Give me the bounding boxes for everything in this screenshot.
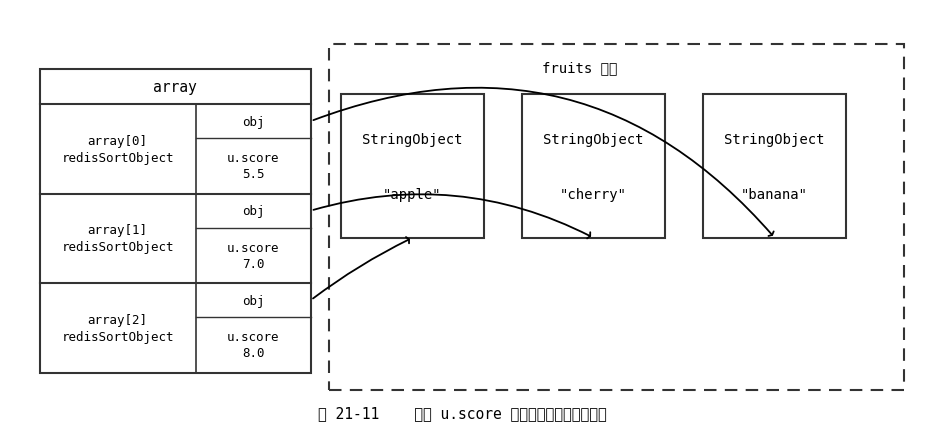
Text: fruits 集合: fruits 集合: [542, 61, 617, 75]
Text: "apple": "apple": [383, 187, 442, 201]
Text: array[1]
redisSortObject: array[1] redisSortObject: [61, 224, 174, 254]
Bar: [703, 95, 845, 238]
Text: u.score
5.5: u.score 5.5: [227, 152, 279, 181]
Bar: [40, 70, 311, 373]
Bar: [523, 95, 665, 238]
Text: StringObject: StringObject: [363, 132, 462, 147]
Text: array[0]
redisSortObject: array[0] redisSortObject: [61, 135, 174, 164]
Text: obj: obj: [242, 115, 265, 128]
Bar: [341, 95, 484, 238]
Text: obj: obj: [242, 204, 265, 218]
Text: array: array: [154, 80, 197, 95]
Text: "cherry": "cherry": [560, 187, 627, 201]
Text: StringObject: StringObject: [724, 132, 825, 147]
Text: 图 21-11    根据 u.score 属性进行排序之后的数组: 图 21-11 根据 u.score 属性进行排序之后的数组: [318, 405, 607, 420]
Text: u.score
8.0: u.score 8.0: [227, 331, 279, 360]
Bar: [329, 45, 904, 390]
Text: StringObject: StringObject: [543, 132, 644, 147]
Text: "banana": "banana": [741, 187, 808, 201]
Text: array[2]
redisSortObject: array[2] redisSortObject: [61, 313, 174, 343]
Text: obj: obj: [242, 294, 265, 307]
Text: u.score
7.0: u.score 7.0: [227, 241, 279, 270]
